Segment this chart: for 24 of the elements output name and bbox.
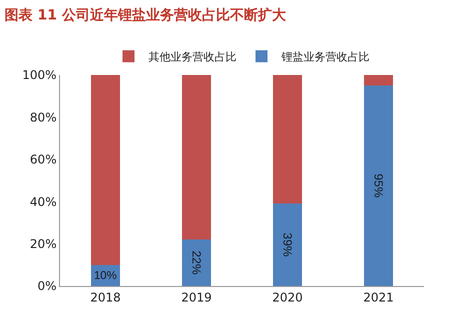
data-label: 10% bbox=[94, 270, 117, 282]
y-tick-label: 40% bbox=[30, 194, 57, 209]
legend-label: 其他业务营收占比 bbox=[148, 50, 236, 64]
bar bbox=[182, 75, 212, 240]
bar bbox=[364, 75, 394, 86]
y-tick-label: 20% bbox=[30, 237, 57, 251]
data-label: 95% bbox=[372, 174, 386, 198]
chart-title: 图表 11 公司近年锂盐业务营收占比不断扩大 bbox=[4, 6, 287, 24]
bar bbox=[182, 240, 212, 286]
y-tick-label: 60% bbox=[30, 152, 57, 167]
y-tick-label: 0% bbox=[38, 279, 57, 294]
x-tick-label: 2021 bbox=[363, 290, 394, 304]
x-tick-label: 2020 bbox=[272, 290, 303, 304]
data-label: 22% bbox=[190, 250, 204, 275]
x-tick-label: 2019 bbox=[181, 290, 212, 304]
y-tick-label: 80% bbox=[30, 110, 57, 124]
y-tick-label: 100% bbox=[22, 68, 57, 82]
x-tick-label: 2018 bbox=[90, 290, 121, 304]
bar bbox=[272, 204, 302, 286]
data-label: 39% bbox=[280, 232, 294, 258]
bar bbox=[272, 75, 302, 204]
bar bbox=[364, 86, 394, 286]
bar bbox=[90, 75, 120, 265]
legend-label: 锂盐业务营收占比 bbox=[280, 50, 370, 64]
